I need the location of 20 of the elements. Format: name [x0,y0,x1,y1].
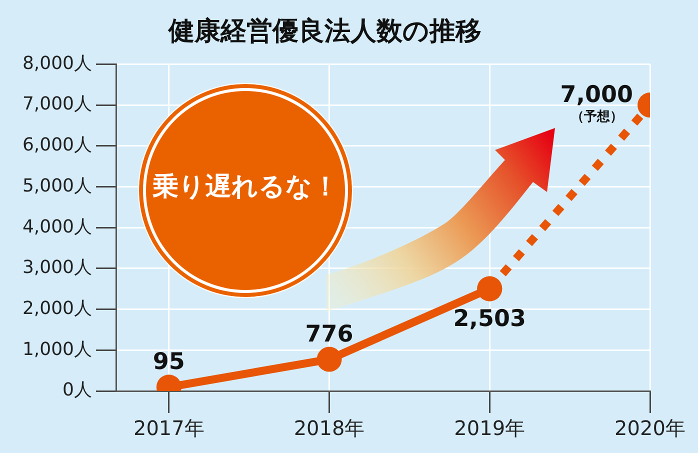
y-tick-label: 1,000人 [22,338,92,360]
x-tick-label: 2018年 [294,416,365,440]
data-label: 95 [152,349,185,376]
data-label: 776 [305,321,354,348]
y-tick-label: 2,000人 [22,298,92,319]
y-tick-label: 8,000人 [22,52,92,74]
annotation: 乗り遅れるな！ [152,172,338,204]
data-label: 7,000 [560,82,633,108]
data-label: 2,503 [453,306,526,332]
y-tick-label: 0人 [62,380,92,401]
x-tick-label: 2020年 [614,416,686,440]
y-tick-label: 6,000人 [22,134,92,156]
x-tick-label: 2017年 [133,416,204,440]
x-tick-label: 2019年 [454,416,526,440]
chart-title: 健康経営優良法人数の推移 [168,16,482,46]
y-tick-label: 5,000人 [22,175,92,196]
y-tick-label: 4,000人 [22,216,92,238]
y-tick-label: 7,000人 [22,94,92,115]
annotation: （予想） [571,108,623,124]
y-tick-label: 3,000人 [22,257,92,278]
